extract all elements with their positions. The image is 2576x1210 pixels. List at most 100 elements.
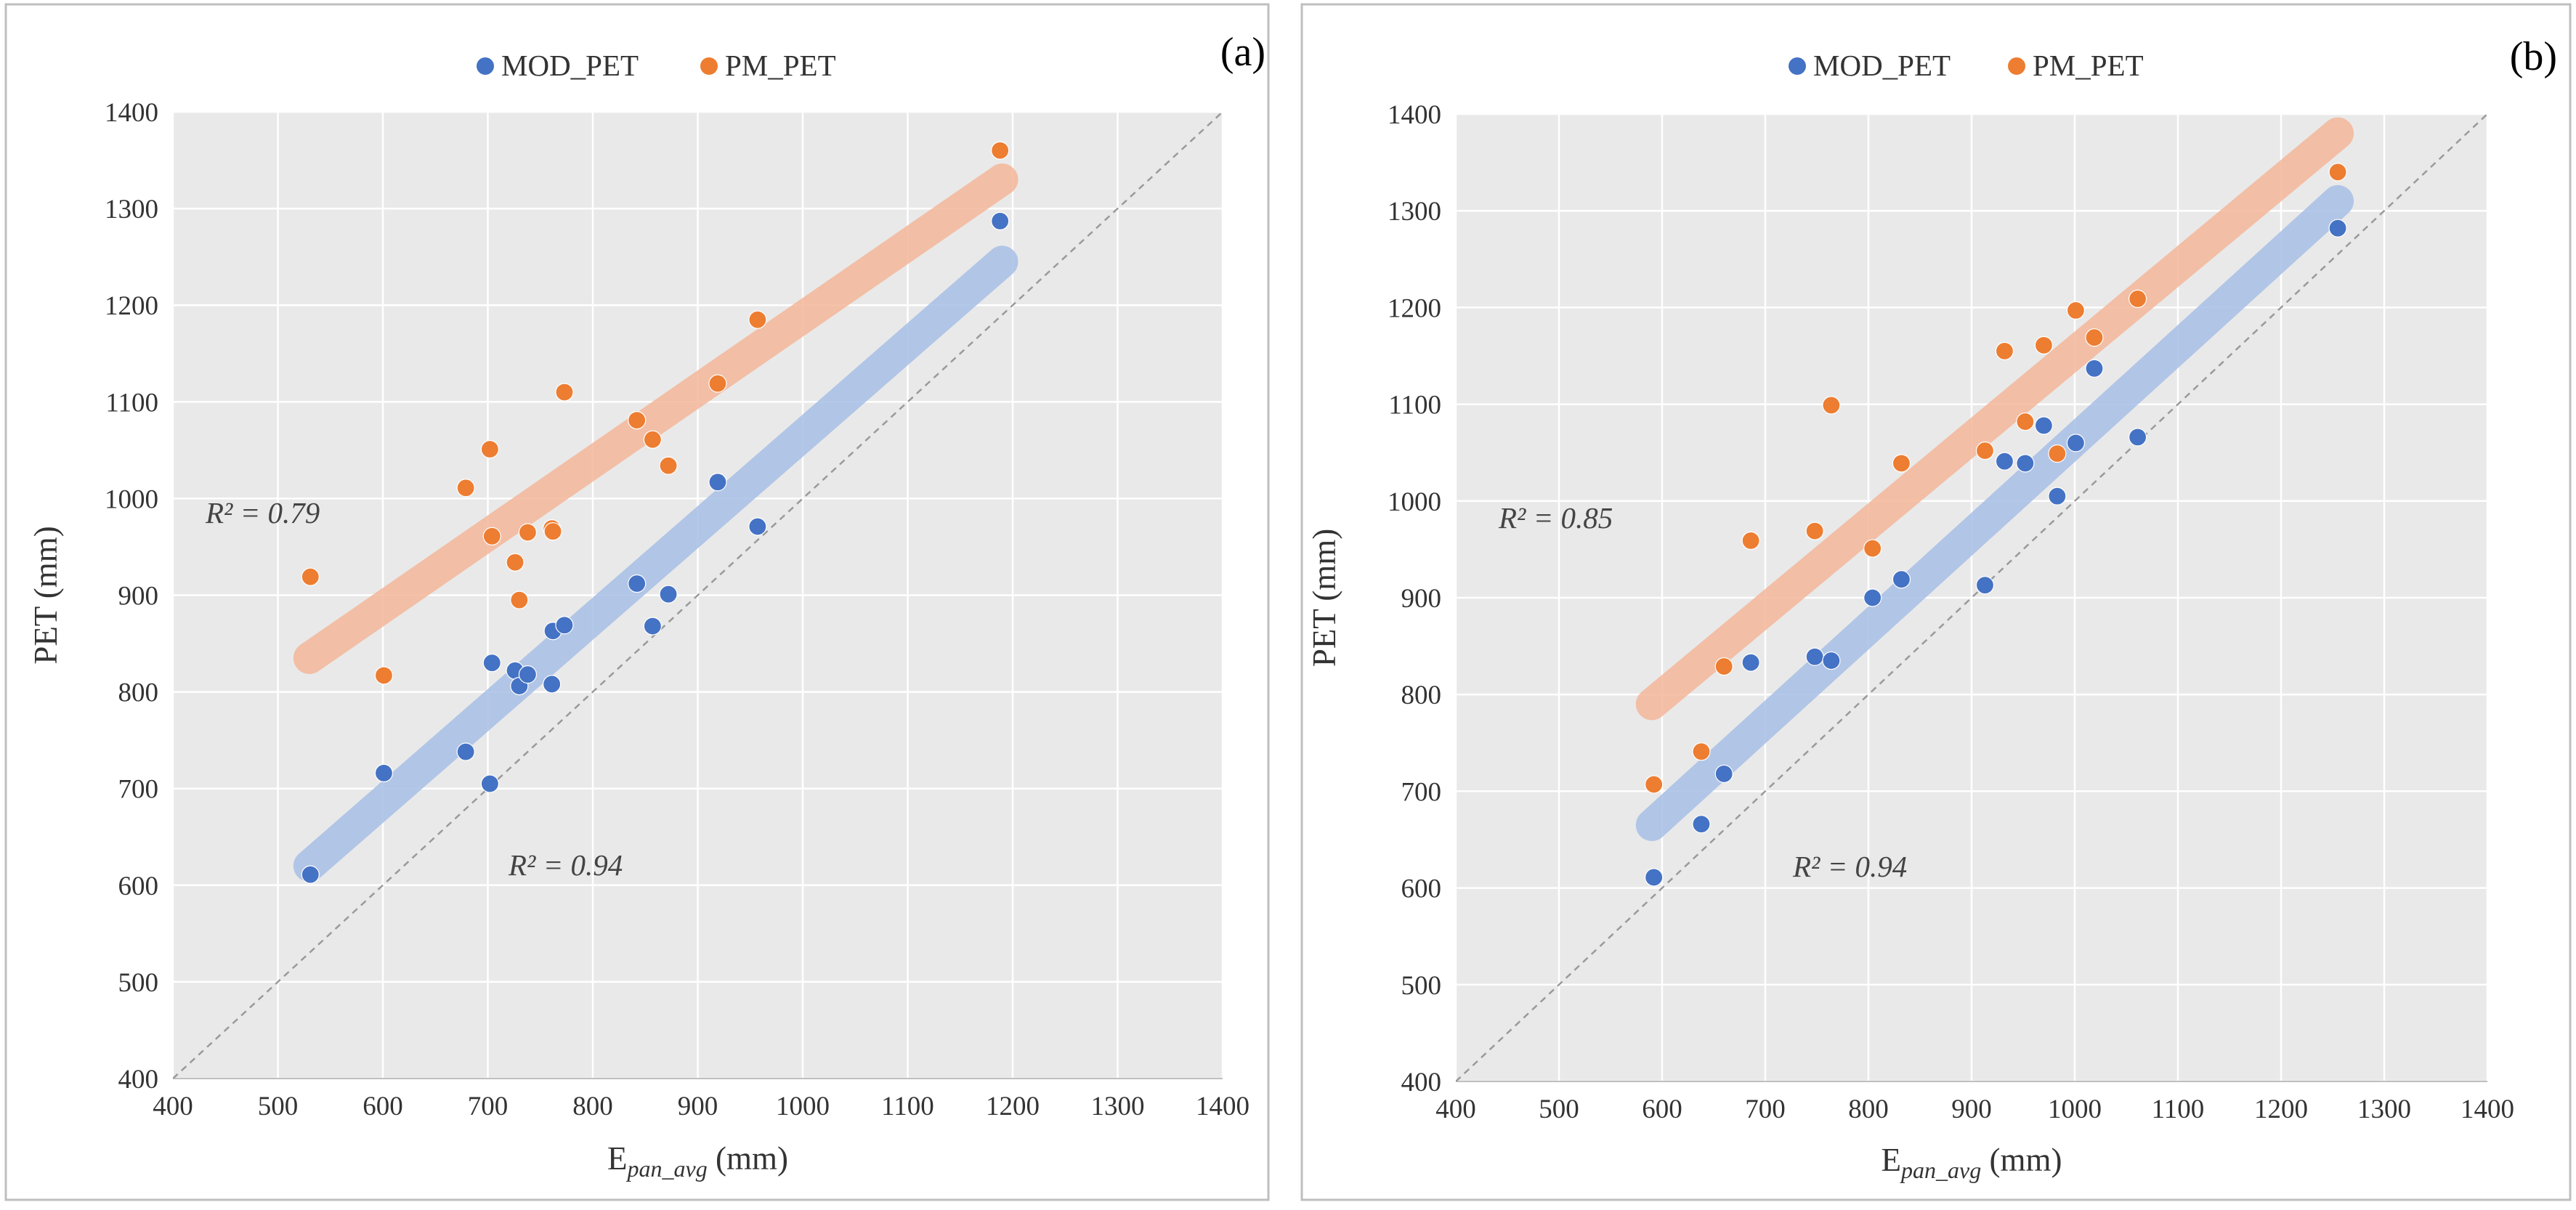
- legend-label-pm-pet: PM_PET: [725, 49, 836, 82]
- data-point-pm-pet: [749, 311, 766, 328]
- x-tick-label: 700: [468, 1092, 509, 1121]
- x-tick-label: 1100: [881, 1092, 934, 1121]
- data-point-mod-pet: [1806, 648, 1823, 665]
- data-point-pm-pet: [1892, 455, 1910, 472]
- data-point-pm-pet: [2035, 336, 2052, 354]
- y-tick-label: 400: [1401, 1068, 1442, 1097]
- data-point-mod-pet: [2017, 455, 2034, 472]
- data-point-pm-pet: [1864, 540, 1882, 557]
- x-axis-title-unit: (mm): [708, 1140, 788, 1177]
- data-point-pm-pet: [1823, 397, 1840, 414]
- x-tick-label: 800: [1848, 1095, 1889, 1124]
- data-point-mod-pet: [1715, 765, 1733, 782]
- data-point-mod-pet: [1864, 589, 1882, 606]
- x-tick-label: 900: [1951, 1095, 1992, 1124]
- x-tick-label: 1400: [2460, 1095, 2514, 1124]
- data-point-mod-pet: [519, 666, 536, 683]
- y-tick-label: 500: [1401, 971, 1442, 1001]
- data-point-mod-pet: [1742, 654, 1759, 671]
- legend-marker-pm-pet: [700, 57, 718, 75]
- y-tick-label: 800: [1401, 681, 1442, 710]
- data-point-mod-pet: [1892, 571, 1910, 588]
- legend-label-mod-pet: MOD_PET: [1813, 49, 1951, 82]
- data-point-mod-pet: [1645, 869, 1663, 886]
- data-point-pm-pet: [483, 527, 501, 545]
- x-tick-label: 1200: [986, 1092, 1040, 1121]
- data-point-mod-pet: [644, 617, 661, 635]
- x-tick-label: 1400: [1196, 1092, 1249, 1121]
- y-tick-label: 1400: [105, 98, 158, 128]
- data-point-pm-pet: [1996, 342, 2013, 360]
- y-tick-label: 500: [118, 968, 159, 998]
- data-point-pm-pet: [375, 667, 392, 684]
- data-point-pm-pet: [1715, 658, 1733, 675]
- data-point-pm-pet: [481, 441, 498, 458]
- chart-panel-a: 400 500 600 700 800 900 1000 1100 1200 1300 1400 40…: [6, 4, 1268, 1200]
- x-tick-label: 800: [572, 1092, 613, 1121]
- data-point-pm-pet: [628, 412, 646, 429]
- y-axis-title: PET (mm): [1306, 529, 1342, 667]
- data-point-pm-pet: [544, 523, 562, 540]
- y-tick-label: 900: [1401, 584, 1442, 614]
- data-point-mod-pet: [375, 764, 392, 781]
- data-point-pm-pet: [1976, 442, 1993, 460]
- data-point-mod-pet: [301, 866, 319, 883]
- panel-label: (a): [1220, 30, 1265, 75]
- r-squared-label-mod-pet: R² = 0.94: [1792, 850, 1907, 883]
- data-point-mod-pet: [457, 743, 474, 760]
- y-tick-label: 1300: [105, 195, 158, 224]
- x-tick-label: 400: [153, 1092, 193, 1121]
- data-point-mod-pet: [628, 575, 646, 593]
- data-point-mod-pet: [483, 654, 501, 672]
- y-tick-label: 700: [118, 775, 159, 805]
- y-tick-label: 400: [118, 1065, 159, 1095]
- data-point-pm-pet: [1645, 776, 1663, 793]
- chart-panel-b: 400 500 600 700 800 900 1000 1100 1200 1300 1400 40…: [1302, 4, 2570, 1200]
- x-tick-label: 700: [1745, 1095, 1786, 1124]
- legend-marker-mod-pet: [477, 57, 494, 75]
- panel-label: (b): [2510, 34, 2557, 79]
- data-point-mod-pet: [2129, 429, 2147, 446]
- x-tick-label: 500: [1539, 1095, 1579, 1124]
- data-point-pm-pet: [519, 524, 536, 541]
- x-tick-label: 1300: [2357, 1095, 2411, 1124]
- data-point-mod-pet: [992, 212, 1009, 230]
- x-tick-label: 500: [258, 1092, 299, 1121]
- x-axis-title-main: E: [607, 1140, 628, 1177]
- y-tick-label: 600: [118, 872, 159, 901]
- x-tick-label: 1200: [2254, 1095, 2308, 1124]
- x-tick-label: 1300: [1091, 1092, 1145, 1121]
- r-squared-label-pm-pet: R² = 0.85: [1498, 501, 1613, 535]
- data-point-pm-pet: [301, 568, 319, 585]
- data-point-mod-pet: [556, 617, 573, 634]
- data-point-pm-pet: [660, 457, 677, 474]
- x-tick-label: 900: [678, 1092, 718, 1121]
- data-point-mod-pet: [1693, 816, 1710, 833]
- x-tick-label: 400: [1435, 1095, 1476, 1124]
- data-point-pm-pet: [1806, 522, 1823, 540]
- x-axis-title-unit: (mm): [1981, 1142, 2062, 1178]
- data-point-mod-pet: [481, 775, 498, 792]
- y-tick-label: 1000: [105, 484, 158, 514]
- data-point-mod-pet: [2067, 434, 2084, 452]
- x-tick-label: 1100: [2152, 1095, 2205, 1124]
- y-axis-title: PET (mm): [28, 526, 64, 664]
- data-point-mod-pet: [2049, 487, 2066, 505]
- data-point-pm-pet: [2017, 413, 2034, 431]
- data-point-pm-pet: [2086, 329, 2103, 346]
- y-tick-label: 900: [118, 582, 159, 612]
- data-point-pm-pet: [992, 142, 1009, 159]
- data-point-pm-pet: [709, 375, 726, 392]
- data-point-mod-pet: [660, 585, 677, 603]
- y-tick-label: 1100: [1388, 391, 1441, 421]
- chart-canvas: 400 500 600 700 800 900 1000 1100 1200 1300 1400 40…: [0, 0, 2576, 1210]
- x-tick-label: 1000: [2048, 1095, 2102, 1124]
- y-tick-label: 1100: [105, 388, 158, 418]
- data-point-mod-pet: [1976, 577, 1993, 594]
- x-tick-label: 600: [362, 1092, 403, 1121]
- data-point-mod-pet: [749, 518, 766, 535]
- data-point-pm-pet: [2067, 301, 2084, 319]
- legend-marker-mod-pet: [1789, 57, 1806, 75]
- legend-label-mod-pet: MOD_PET: [501, 49, 639, 82]
- data-point-mod-pet: [2086, 360, 2103, 377]
